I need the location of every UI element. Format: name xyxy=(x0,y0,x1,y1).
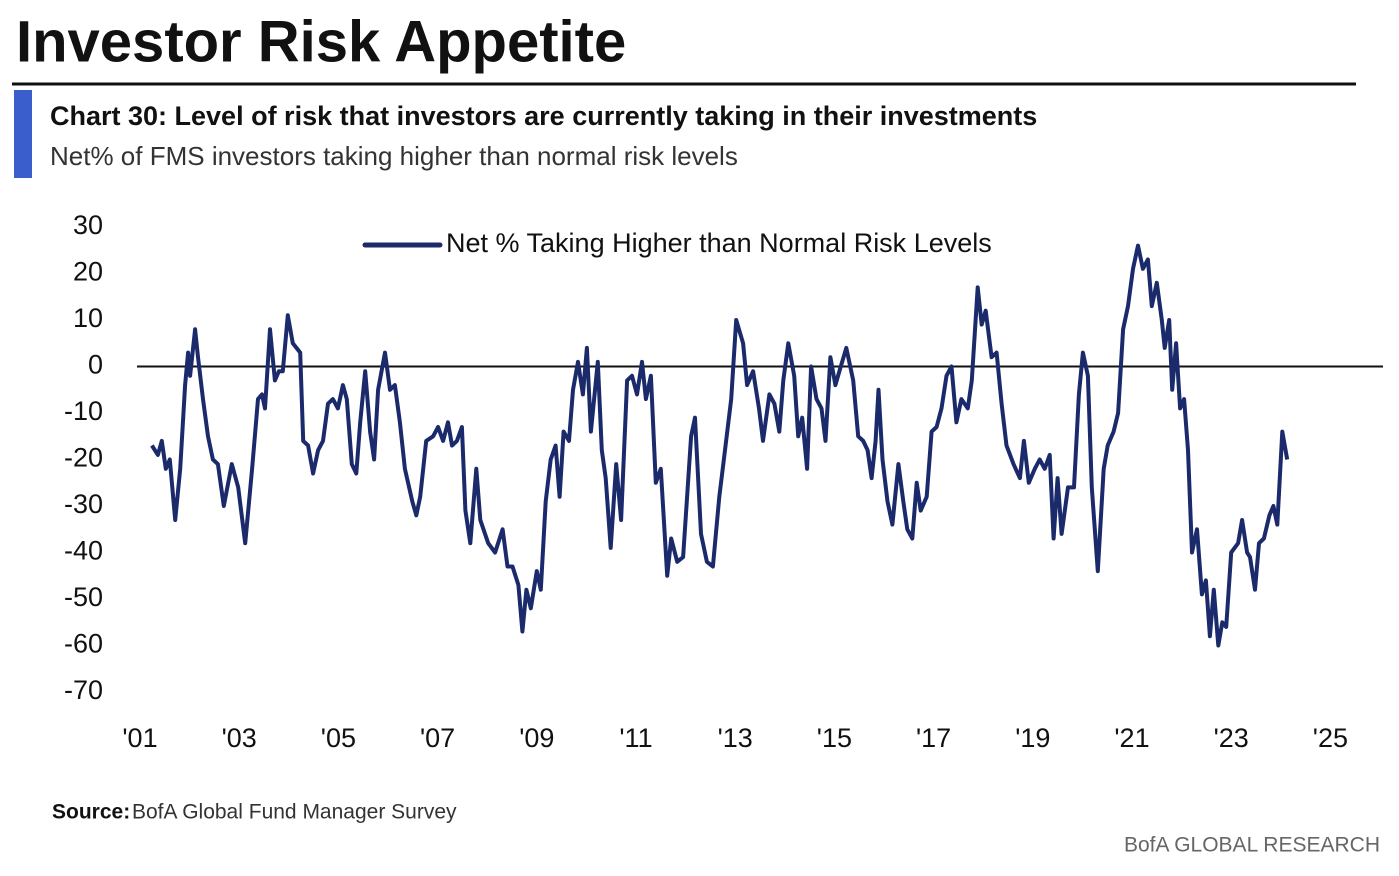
x-tick-label: '25 xyxy=(1313,723,1348,753)
x-tick-label: '19 xyxy=(1015,723,1050,753)
x-tick-label: '21 xyxy=(1114,723,1149,753)
source-label: Source: xyxy=(52,801,130,824)
accent-bar xyxy=(14,90,32,178)
y-tick-label: -60 xyxy=(64,629,103,659)
footer: BofA GLOBAL RESEARCH xyxy=(1124,834,1380,857)
x-tick-label: '01 xyxy=(122,723,157,753)
x-tick-label: '11 xyxy=(619,723,652,753)
x-tick-label: '05 xyxy=(321,723,356,753)
chart-title: Chart 30: Level of risk that investors a… xyxy=(50,101,1037,131)
x-tick-label: '09 xyxy=(519,723,554,753)
y-tick-label: -20 xyxy=(64,443,103,473)
x-tick-label: '07 xyxy=(420,723,455,753)
y-tick-label: -70 xyxy=(64,675,103,705)
legend-label: Net % Taking Higher than Normal Risk Lev… xyxy=(446,228,992,258)
y-tick-label: -30 xyxy=(64,489,103,519)
y-tick-label: -50 xyxy=(64,582,103,612)
chart-subtitle: Net% of FMS investors taking higher than… xyxy=(50,141,738,171)
x-tick-label: '03 xyxy=(222,723,257,753)
x-tick-label: '23 xyxy=(1214,723,1249,753)
y-tick-label: -10 xyxy=(64,396,103,426)
y-tick-label: 20 xyxy=(73,257,103,287)
y-tick-label: 30 xyxy=(73,210,103,240)
y-tick-label: 10 xyxy=(73,303,103,333)
page-title: Investor Risk Appetite xyxy=(16,9,626,74)
y-tick-label: -40 xyxy=(64,536,103,566)
data-line xyxy=(150,243,1290,648)
y-tick-label: 0 xyxy=(88,350,103,380)
x-tick-label: '17 xyxy=(916,723,951,753)
x-tick-label: '13 xyxy=(718,723,753,753)
x-tick-label: '15 xyxy=(817,723,852,753)
source-text: BofA Global Fund Manager Survey xyxy=(132,801,457,824)
